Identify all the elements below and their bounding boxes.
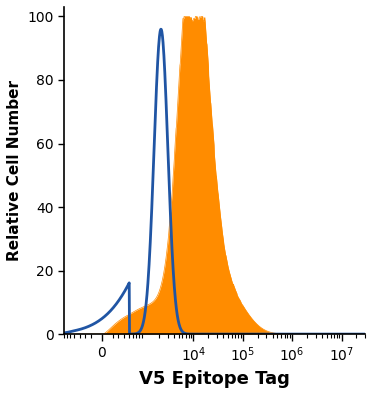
Y-axis label: Relative Cell Number: Relative Cell Number <box>7 80 22 261</box>
X-axis label: V5 Epitope Tag: V5 Epitope Tag <box>139 370 290 388</box>
